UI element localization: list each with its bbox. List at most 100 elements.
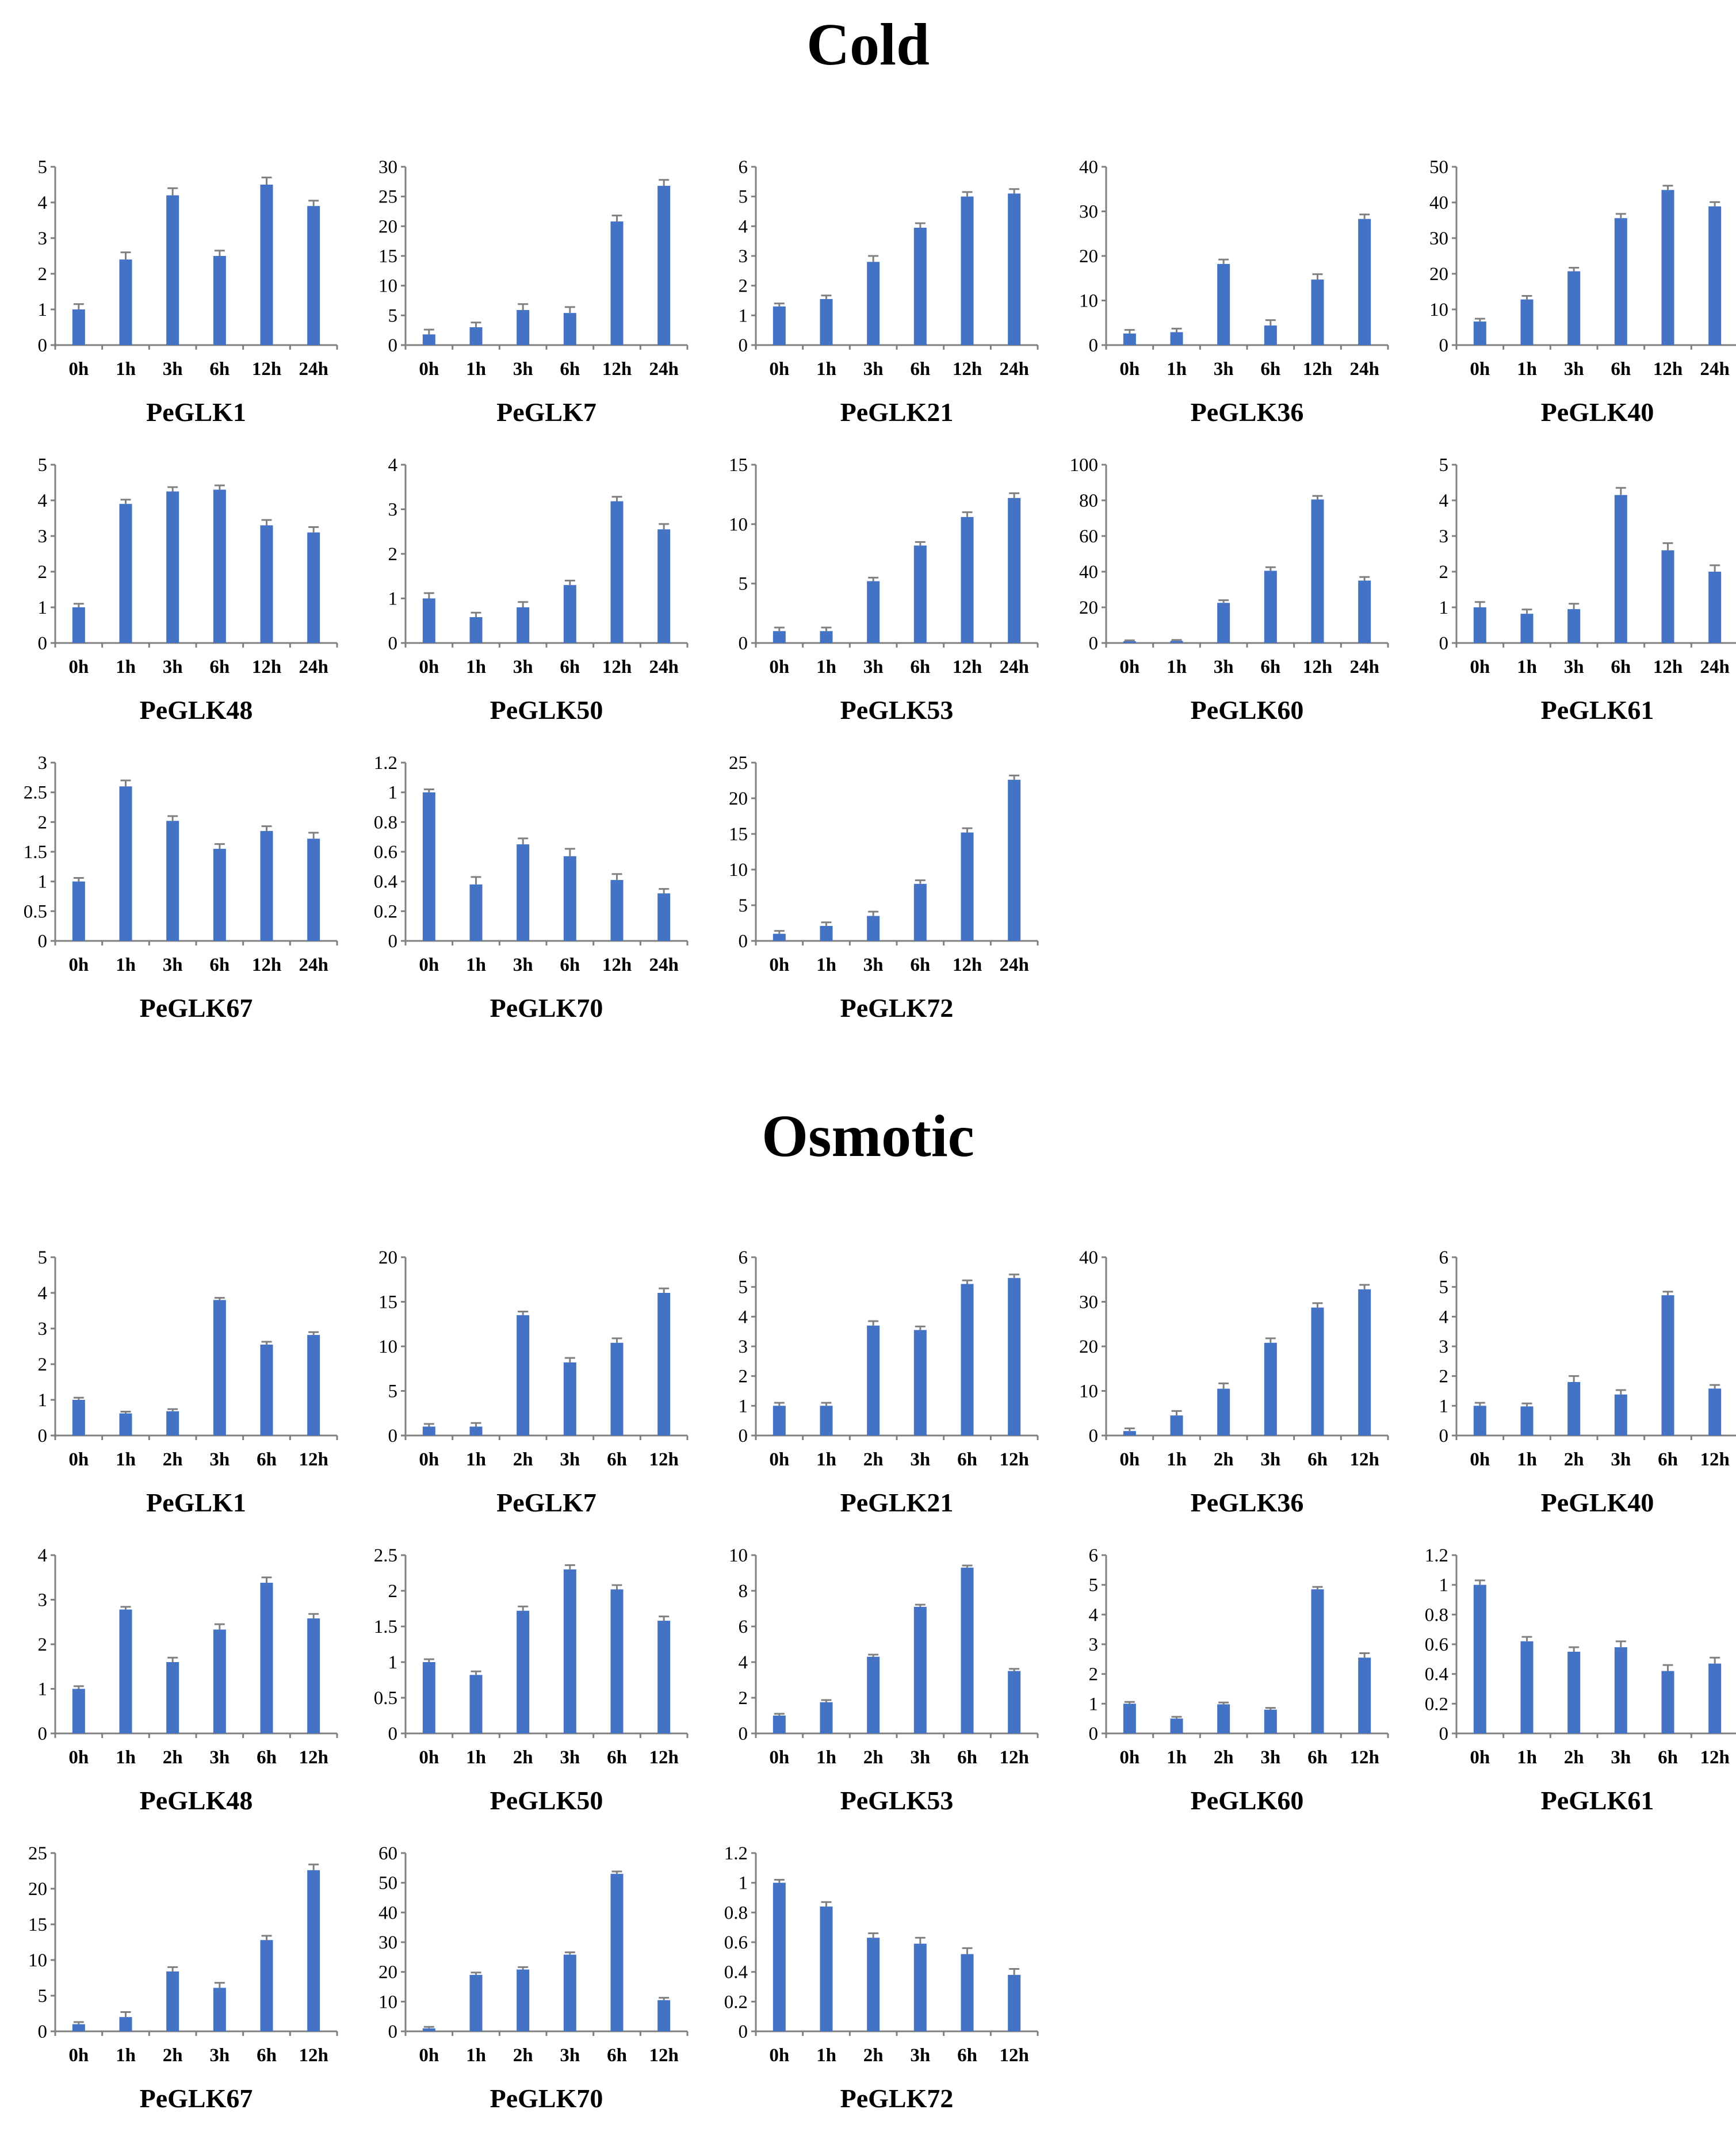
y-tick-label: 0 <box>1089 335 1099 356</box>
x-tick-label: 1h <box>116 955 136 975</box>
x-tick-label: 6h <box>607 2045 627 2066</box>
chart-title: PeGLK48 <box>140 1786 253 1815</box>
x-tick-label: 12h <box>602 955 632 975</box>
bar <box>1170 1718 1183 1733</box>
bar <box>166 1971 179 2031</box>
y-tick-label: 15 <box>729 824 748 845</box>
y-tick-label: 0 <box>739 931 748 952</box>
chart-peglk61-cold: 0 1 2 3 4 5 0h 1h 3h 6h 12h 24h PeGLK61 <box>1439 455 1736 725</box>
bar <box>1264 1342 1277 1436</box>
y-tick-label: 5 <box>739 574 748 595</box>
x-tick-label: 12h <box>953 359 982 380</box>
x-tick-label: 6h <box>1658 1747 1678 1768</box>
bar <box>961 832 974 941</box>
x-tick-label: 0h <box>68 657 89 677</box>
y-tick-label: 10 <box>378 1337 397 1357</box>
x-tick-label: 6h <box>910 359 930 380</box>
x-tick-label: 1h <box>1167 359 1187 380</box>
y-tick-label: 4 <box>388 455 398 476</box>
y-tick-label: 0 <box>38 633 48 654</box>
y-tick-label: 20 <box>729 788 748 809</box>
y-tick-label: 2 <box>388 544 398 565</box>
y-tick-label: 3 <box>388 500 398 520</box>
bar <box>1264 325 1277 345</box>
bar <box>657 186 671 345</box>
bar <box>1358 1289 1371 1436</box>
y-tick-label: 4 <box>739 216 748 237</box>
chart-peglk40-cold: 0 10 20 30 40 50 0h 1h 3h 6h 12h 24h PeGLK40 <box>1429 157 1736 427</box>
chart-peglk72-cold: 0 5 10 15 20 25 0h 1h 3h 6h 12h 24h PeGLK72 <box>729 753 1039 1023</box>
y-tick-label: 10 <box>378 1992 397 2012</box>
bar <box>119 1413 132 1436</box>
x-tick-label: 24h <box>1700 657 1729 677</box>
bar <box>1217 1388 1230 1436</box>
y-tick-label: 6 <box>739 157 748 178</box>
x-tick-label: 3h <box>910 1747 930 1768</box>
x-tick-label: 3h <box>209 1747 230 1768</box>
x-tick-label: 24h <box>299 657 328 677</box>
x-tick-label: 6h <box>209 359 230 380</box>
x-tick-label: 3h <box>163 657 183 677</box>
bar <box>820 1406 833 1436</box>
bar <box>610 1342 624 1436</box>
x-tick-label: 1h <box>1167 657 1187 677</box>
bar <box>867 1656 880 1733</box>
y-tick-label: 40 <box>378 1903 397 1923</box>
bar <box>1473 1406 1486 1436</box>
bar <box>422 334 435 345</box>
y-tick-label: 5 <box>38 157 48 178</box>
chart-peglk61-osmotic: 0 0.2 0.4 0.6 0.8 1 1.2 0h 1h 2h 3h 6h 12h PeGLK61 <box>1425 1545 1736 1815</box>
x-tick-label: 1h <box>1517 657 1537 677</box>
chart-title: PeGLK72 <box>840 2084 954 2113</box>
bar <box>773 306 786 345</box>
bar <box>1708 1388 1722 1436</box>
chart-peglk7-osmotic: 0 5 10 15 20 0h 1h 2h 3h 6h 12h PeGLK7 <box>378 1247 689 1517</box>
bar <box>1520 614 1534 643</box>
x-tick-label: 24h <box>999 955 1028 975</box>
x-tick-label: 1h <box>816 2045 836 2066</box>
bar <box>563 1362 576 1436</box>
bar <box>213 848 226 941</box>
y-tick-label: 20 <box>1079 1337 1098 1357</box>
y-tick-label: 0 <box>1439 335 1449 356</box>
y-tick-label: 20 <box>378 1962 397 1983</box>
y-tick-label: 0 <box>388 1426 398 1446</box>
x-tick-label: 0h <box>1119 1747 1140 1768</box>
y-tick-label: 40 <box>1429 193 1448 213</box>
y-tick-label: 3 <box>739 1337 748 1357</box>
x-tick-label: 6h <box>1658 1449 1678 1470</box>
bar <box>563 856 576 941</box>
bar <box>213 256 226 345</box>
chart-title: PeGLK67 <box>140 2084 253 2113</box>
bar <box>773 933 786 941</box>
y-tick-label: 0.4 <box>1425 1664 1448 1685</box>
y-tick-label: 3 <box>38 228 48 249</box>
chart-peglk36-cold: 0 10 20 30 40 0h 1h 3h 6h 12h 24h PeGLK36 <box>1079 157 1389 427</box>
y-tick-label: 0.8 <box>724 1903 748 1923</box>
x-tick-label: 6h <box>957 1449 977 1470</box>
bar <box>517 1610 530 1733</box>
x-tick-label: 0h <box>419 955 439 975</box>
bar <box>563 585 576 643</box>
x-tick-label: 2h <box>513 2045 533 2066</box>
x-tick-label: 3h <box>910 1449 930 1470</box>
x-tick-label: 1h <box>1167 1747 1187 1768</box>
bar <box>1008 779 1021 941</box>
x-tick-label: 1h <box>816 955 836 975</box>
x-tick-label: 3h <box>163 955 183 975</box>
y-tick-label: 5 <box>739 187 748 208</box>
x-tick-label: 1h <box>816 657 836 677</box>
bar <box>1614 1394 1627 1436</box>
bar <box>657 1293 671 1436</box>
x-tick-label: 2h <box>1564 1449 1584 1470</box>
x-tick-label: 3h <box>1260 1747 1280 1768</box>
y-tick-label: 15 <box>729 455 748 476</box>
chart-peglk50-cold: 0 1 2 3 4 0h 1h 3h 6h 12h 24h PeGLK50 <box>388 455 689 725</box>
bar <box>610 221 624 345</box>
bar <box>72 1400 85 1436</box>
x-tick-label: 0h <box>68 359 89 380</box>
bar <box>867 1325 880 1436</box>
x-tick-label: 12h <box>649 2045 678 2066</box>
y-tick-label: 2 <box>1089 1664 1099 1685</box>
